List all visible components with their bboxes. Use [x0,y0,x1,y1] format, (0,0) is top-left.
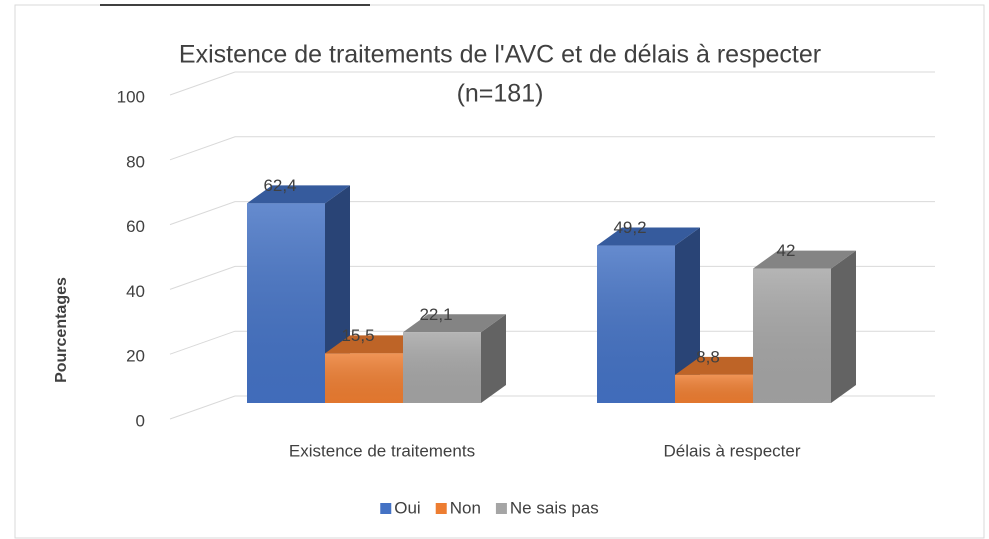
bar-side [481,314,506,403]
bar-shade [325,353,403,403]
chart-title: Existence de traitements de l'AVC et de … [179,41,821,69]
y-tick-label: 100 [117,87,145,106]
bar-top [597,227,700,246]
chart-subtitle: (n=181) [457,80,544,108]
grid-line [169,136,935,161]
grid-line [169,201,935,226]
y-tick-label: 40 [126,282,145,301]
data-label: 49,2 [613,218,646,237]
y-tick-label: 60 [126,217,145,236]
data-label: 22,1 [419,305,452,324]
bar-side [831,250,856,403]
bar-shade [753,268,831,403]
legend-label: Oui [394,498,420,517]
legend-label: Ne sais pas [510,498,599,517]
data-label: 15,5 [341,326,374,345]
y-tick-label: 80 [126,152,145,171]
bar-top [247,185,350,204]
x-tick-label: Délais à respecter [663,441,800,460]
y-axis-title: Pourcentages [53,277,70,383]
x-tick-label: Existence de traitements [289,441,475,460]
bar-top [403,314,506,333]
bar-shade [597,245,675,403]
legend-swatch [380,503,392,514]
legend-swatch [435,503,447,514]
legend-swatch [495,503,507,514]
y-tick-label: 0 [136,411,145,430]
data-label: 62,4 [263,176,296,195]
data-label: 8,8 [696,347,720,366]
grid-line [169,265,935,290]
grid-line [169,71,935,96]
bar-top [325,335,428,354]
bar-side [675,227,700,403]
data-label: 42 [777,241,796,260]
bar-shade [403,332,481,403]
legend-label: Non [450,498,481,517]
y-tick-label: 20 [126,347,145,366]
bar-top [753,250,856,269]
bar-top [675,356,778,375]
bar-shade [247,203,325,403]
bar-shade [675,374,753,403]
grid-line [169,330,935,355]
